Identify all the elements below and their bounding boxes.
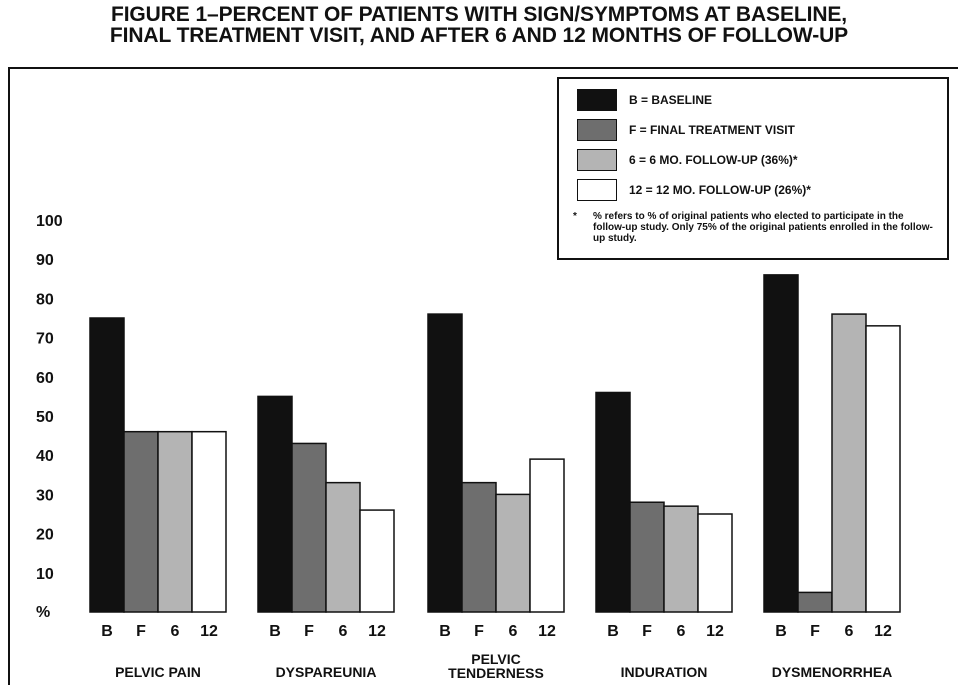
bar bbox=[763, 274, 799, 613]
y-tick-label: 20 bbox=[36, 527, 54, 544]
bar bbox=[89, 317, 125, 613]
bar bbox=[461, 481, 497, 613]
y-tick-label: 80 bbox=[36, 291, 54, 308]
group-label: DYSPAREUNIA bbox=[276, 664, 377, 680]
bar-category-label: F bbox=[304, 623, 314, 640]
y-tick-label: 40 bbox=[36, 448, 54, 465]
group-label: PELVIC PAIN bbox=[115, 664, 201, 680]
bar bbox=[595, 391, 631, 613]
legend-item-12-month: 12 = 12 MO. FOLLOW-UP (26%)* bbox=[577, 179, 811, 201]
legend-label-12-month: 12 = 12 MO. FOLLOW-UP (26%)* bbox=[629, 183, 811, 197]
bar-category-label: F bbox=[810, 623, 820, 640]
y-tick-label: 30 bbox=[36, 487, 54, 504]
bar bbox=[325, 481, 361, 613]
y-tick-label: 10 bbox=[36, 566, 54, 583]
bar bbox=[191, 430, 227, 613]
bar-category-label: 12 bbox=[200, 623, 218, 640]
group-label: DYSMENORRHEA bbox=[772, 664, 893, 680]
bar bbox=[831, 313, 867, 613]
bar bbox=[629, 501, 665, 613]
y-axis-label: % bbox=[36, 604, 50, 621]
y-tick-label: 70 bbox=[36, 331, 54, 348]
bar-category-label: 12 bbox=[368, 623, 386, 640]
bar-category-label: F bbox=[474, 623, 484, 640]
bar-category-label: F bbox=[136, 623, 146, 640]
figure-title: FIGURE 1–PERCENT OF PATIENTS WITH SIGN/S… bbox=[0, 4, 958, 46]
bar-category-label: B bbox=[101, 623, 113, 640]
bar-category-label: 6 bbox=[509, 623, 518, 640]
y-tick-label: 90 bbox=[36, 252, 54, 269]
legend-label-baseline: B = BASELINE bbox=[629, 93, 713, 107]
y-tick-label: 60 bbox=[36, 370, 54, 387]
bar bbox=[359, 509, 395, 613]
bar-category-label: 12 bbox=[538, 623, 556, 640]
legend-swatch-baseline bbox=[577, 89, 617, 111]
y-tick-label: 100 bbox=[36, 213, 63, 230]
bar bbox=[797, 591, 833, 613]
bar-category-label: F bbox=[642, 623, 652, 640]
figure-title-line-1: FIGURE 1–PERCENT OF PATIENTS WITH SIGN/S… bbox=[110, 3, 848, 26]
figure-title-line-2: FINAL TREATMENT VISIT, AND AFTER 6 AND 1… bbox=[109, 24, 849, 47]
bar bbox=[865, 325, 901, 613]
bar bbox=[495, 493, 531, 613]
bar-category-label: B bbox=[269, 623, 281, 640]
legend-label-6-month: 6 = 6 MO. FOLLOW-UP (36%)* bbox=[629, 153, 798, 167]
bar bbox=[123, 430, 159, 613]
bar-category-label: 12 bbox=[874, 623, 892, 640]
bar-category-label: 6 bbox=[171, 623, 180, 640]
legend-item-6-month: 6 = 6 MO. FOLLOW-UP (36%)* bbox=[577, 149, 798, 171]
bar-category-label: B bbox=[775, 623, 787, 640]
bar-category-label: 6 bbox=[677, 623, 686, 640]
group-label: TENDERNESS bbox=[448, 665, 544, 681]
legend-label-final-visit: F = FINAL TREATMENT VISIT bbox=[629, 123, 795, 137]
group-label: PELVIC bbox=[471, 651, 521, 667]
group-label: INDURATION bbox=[621, 664, 708, 680]
legend-swatch-12-month bbox=[577, 179, 617, 201]
legend-swatch-6-month bbox=[577, 149, 617, 171]
footnote-marker: * bbox=[573, 211, 577, 222]
bar bbox=[697, 513, 733, 613]
legend-swatch-final-visit bbox=[577, 119, 617, 141]
bar-category-label: B bbox=[607, 623, 619, 640]
bar-category-label: 6 bbox=[845, 623, 854, 640]
legend: B = BASELINE F = FINAL TREATMENT VISIT 6… bbox=[557, 77, 949, 260]
bar-category-label: 6 bbox=[339, 623, 348, 640]
bar-category-label: B bbox=[439, 623, 451, 640]
bar bbox=[663, 505, 699, 613]
legend-item-baseline: B = BASELINE bbox=[577, 89, 712, 111]
legend-footnote: * % refers to % of original patients who… bbox=[573, 211, 933, 244]
bar bbox=[427, 313, 463, 613]
bar bbox=[157, 430, 193, 613]
bar bbox=[257, 395, 293, 613]
bar bbox=[291, 442, 327, 613]
bar bbox=[529, 458, 565, 613]
y-tick-label: 50 bbox=[36, 409, 54, 426]
bar-category-label: 12 bbox=[706, 623, 724, 640]
legend-item-final-visit: F = FINAL TREATMENT VISIT bbox=[577, 119, 795, 141]
footnote-text: % refers to % of original patients who e… bbox=[593, 211, 933, 244]
